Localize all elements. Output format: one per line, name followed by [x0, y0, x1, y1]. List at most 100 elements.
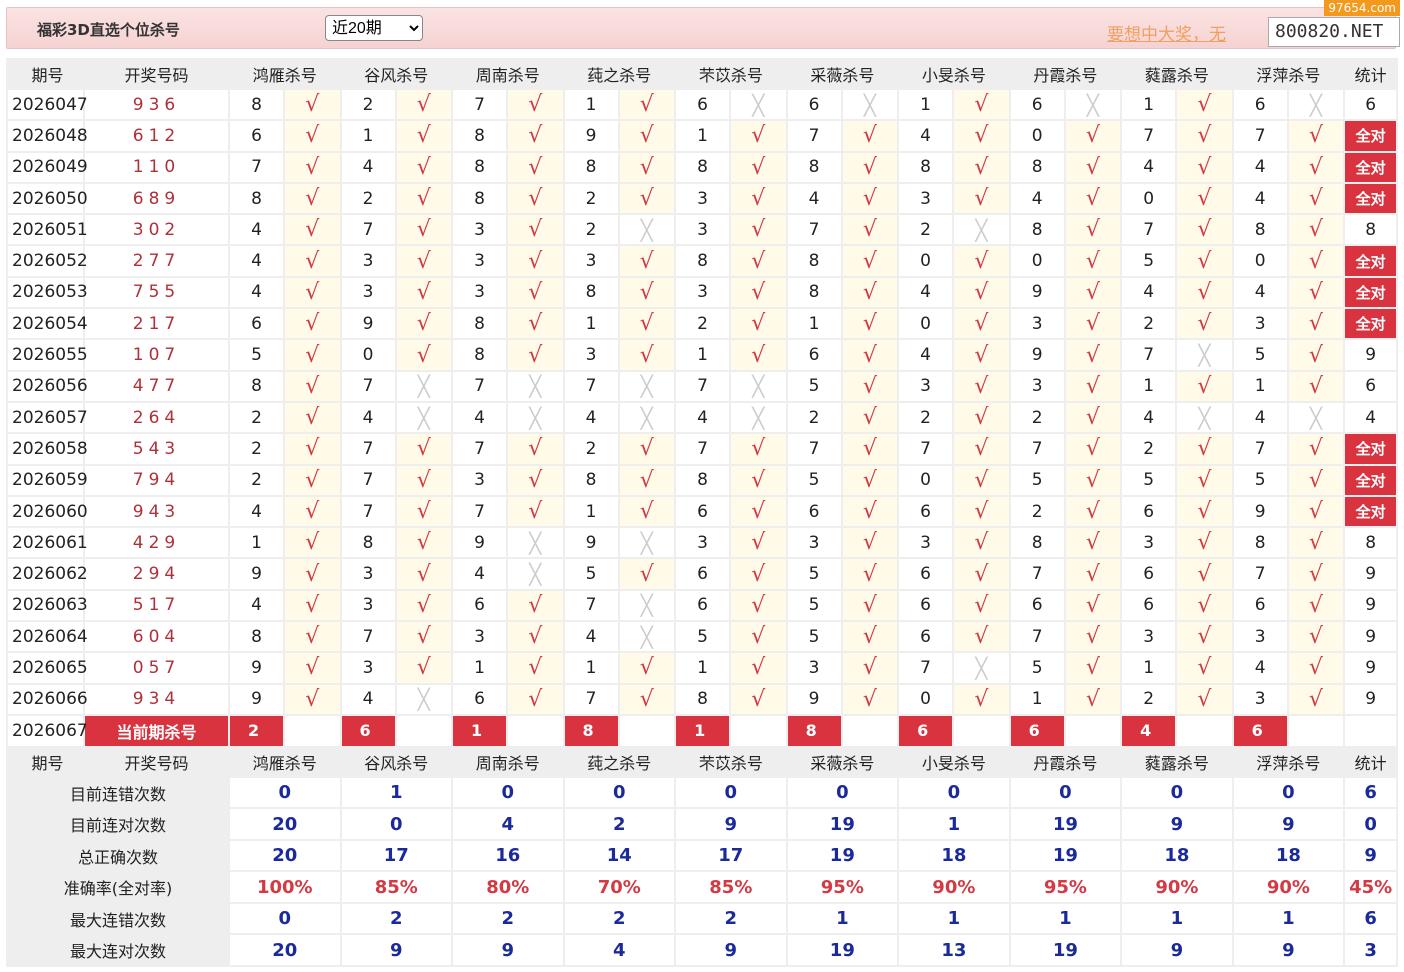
all-correct-badge: 全对: [1343, 244, 1399, 278]
kill-number-cell: 2: [339, 87, 397, 122]
kill-number-cell: 4: [674, 400, 732, 435]
cross-icon: ╳: [394, 400, 454, 435]
check-icon: √: [1175, 307, 1234, 341]
stat-cell: 9: [1343, 620, 1399, 654]
check-icon: √: [840, 651, 900, 685]
kill-number-cell: 9: [228, 557, 285, 591]
promo-link[interactable]: 要想中大奖，无: [1107, 25, 1226, 45]
check-icon: √: [1063, 463, 1123, 497]
check-icon: √: [1286, 307, 1346, 341]
check-icon: √: [1063, 588, 1123, 623]
stats-label: 目前连错次数: [6, 775, 230, 810]
check-icon: √: [283, 463, 342, 497]
header-expert: 丹霞杀号: [1008, 58, 1123, 90]
table-row: 2026058 543 2 √ 7 √ 7 √ 2 √ 7 √ 7 √ 7 √ 7 √ 2 √ 7 √ 全对: [6, 432, 1399, 466]
table-row: 2026062 294 9 √ 3 √ 4 ╳ 5 √ 6 √ 5 √ 6 √ 7 √ 6 √ 7 √ 9: [6, 557, 1399, 591]
kill-number-cell: 7: [1231, 119, 1289, 153]
table-row: 2026063 517 4 √ 3 √ 6 √ 7 ╳ 6 √ 5 √ 6 √ 6 √ 6 √ 6 √ 9: [6, 588, 1399, 623]
stats-value: 95%: [785, 870, 900, 904]
check-icon: √: [506, 307, 565, 341]
stats-value: 2: [451, 901, 565, 936]
check-icon: √: [1286, 557, 1346, 591]
check-icon: √: [729, 275, 788, 310]
check-icon: √: [1286, 651, 1346, 685]
table-row: 2026064 604 8 √ 7 √ 3 √ 4 ╳ 5 √ 5 √ 6 √ 7 √ 3 √ 3 √ 9: [6, 620, 1399, 654]
header-expert: 采薇杀号: [785, 745, 900, 778]
check-icon: √: [283, 244, 342, 278]
check-icon: √: [729, 588, 788, 623]
cross-icon: ╳: [506, 526, 565, 560]
cross-icon: ╳: [617, 213, 677, 247]
stat-cell: 8: [1343, 526, 1399, 560]
check-icon: √: [283, 400, 342, 435]
kill-number-cell: 2: [1008, 494, 1066, 529]
check-icon: √: [952, 338, 1011, 372]
draw-number-cell: 217: [83, 307, 230, 341]
stats-value: 0: [1120, 775, 1234, 810]
kill-number-cell: 3: [451, 213, 509, 247]
check-icon: √: [840, 307, 900, 341]
check-icon: √: [840, 432, 900, 466]
stats-value: 6: [1343, 775, 1399, 810]
kill-number-cell: 2: [228, 463, 285, 497]
check-icon: √: [394, 526, 454, 560]
stats-value: 9: [451, 933, 565, 967]
check-icon: √: [1175, 213, 1234, 247]
kill-number-cell: 4: [228, 494, 285, 529]
draw-number-cell: 294: [83, 557, 230, 591]
cross-icon: ╳: [617, 400, 677, 435]
check-icon: √: [1175, 275, 1234, 310]
check-icon: √: [1175, 682, 1234, 716]
kill-number-cell: 9: [228, 682, 285, 716]
check-icon: √: [283, 432, 342, 466]
kill-number-cell: 7: [339, 369, 397, 403]
stats-value: 18: [1231, 838, 1346, 873]
stats-row: 准确率(全对率) 100% 85% 80% 70% 85% 95% 90% 95% 90% 90% 4…: [6, 870, 1399, 904]
kill-number-cell: 7: [339, 213, 397, 247]
kill-number-cell: 3: [1120, 620, 1178, 654]
kill-number-cell: 8: [228, 87, 285, 122]
all-correct-badge: 全对: [1343, 307, 1399, 341]
kill-number-cell: 3: [451, 463, 509, 497]
kill-number-cell: 8: [451, 181, 509, 216]
cross-icon: ╳: [617, 620, 677, 654]
check-icon: √: [1063, 119, 1123, 153]
kill-number-cell: 7: [1120, 213, 1178, 247]
check-icon: √: [617, 463, 677, 497]
kill-number-cell: 3: [451, 275, 509, 310]
kill-number-cell: 2: [897, 400, 955, 435]
check-icon: √: [1063, 557, 1123, 591]
kill-number-cell: 1: [339, 119, 397, 153]
kill-number-cell: 2: [1008, 400, 1066, 435]
stats-value: 19: [1008, 807, 1123, 841]
kill-number-cell: 3: [1120, 526, 1178, 560]
kill-number-cell: 6: [228, 119, 285, 153]
check-icon: √: [506, 150, 565, 184]
period-cell: 2026059: [6, 463, 88, 497]
check-icon: √: [1286, 244, 1346, 278]
cross-icon: ╳: [952, 213, 1011, 247]
stats-label: 总正确次数: [6, 838, 230, 873]
kill-number-cell: 7: [451, 432, 509, 466]
draw-number-cell: 277: [83, 244, 230, 278]
header-bar: 福彩3D直选个位杀号 近20期 要想中大奖，无: [6, 7, 1396, 49]
check-icon: √: [1286, 213, 1346, 247]
stats-value: 16: [451, 838, 565, 873]
kill-number-cell: 1: [562, 87, 620, 122]
check-icon: √: [617, 651, 677, 685]
kill-number-cell: 4: [228, 213, 285, 247]
check-icon: √: [394, 338, 454, 372]
stats-value: 19: [1008, 838, 1123, 873]
check-icon: √: [283, 526, 342, 560]
period-cell: 2026067: [6, 713, 88, 748]
kill-number-cell: 5: [1231, 338, 1289, 372]
period-range-select[interactable]: 近20期: [325, 15, 423, 41]
kill-number-cell: 2: [228, 400, 285, 435]
all-correct-badge: 全对: [1343, 119, 1399, 153]
kill-number-cell: 4: [1231, 275, 1289, 310]
kill-number-cell: 3: [451, 620, 509, 654]
stat-cell: 9: [1343, 651, 1399, 685]
cross-icon: ╳: [1286, 87, 1346, 122]
kill-number-cell: 4: [451, 557, 509, 591]
check-icon: √: [729, 150, 788, 184]
